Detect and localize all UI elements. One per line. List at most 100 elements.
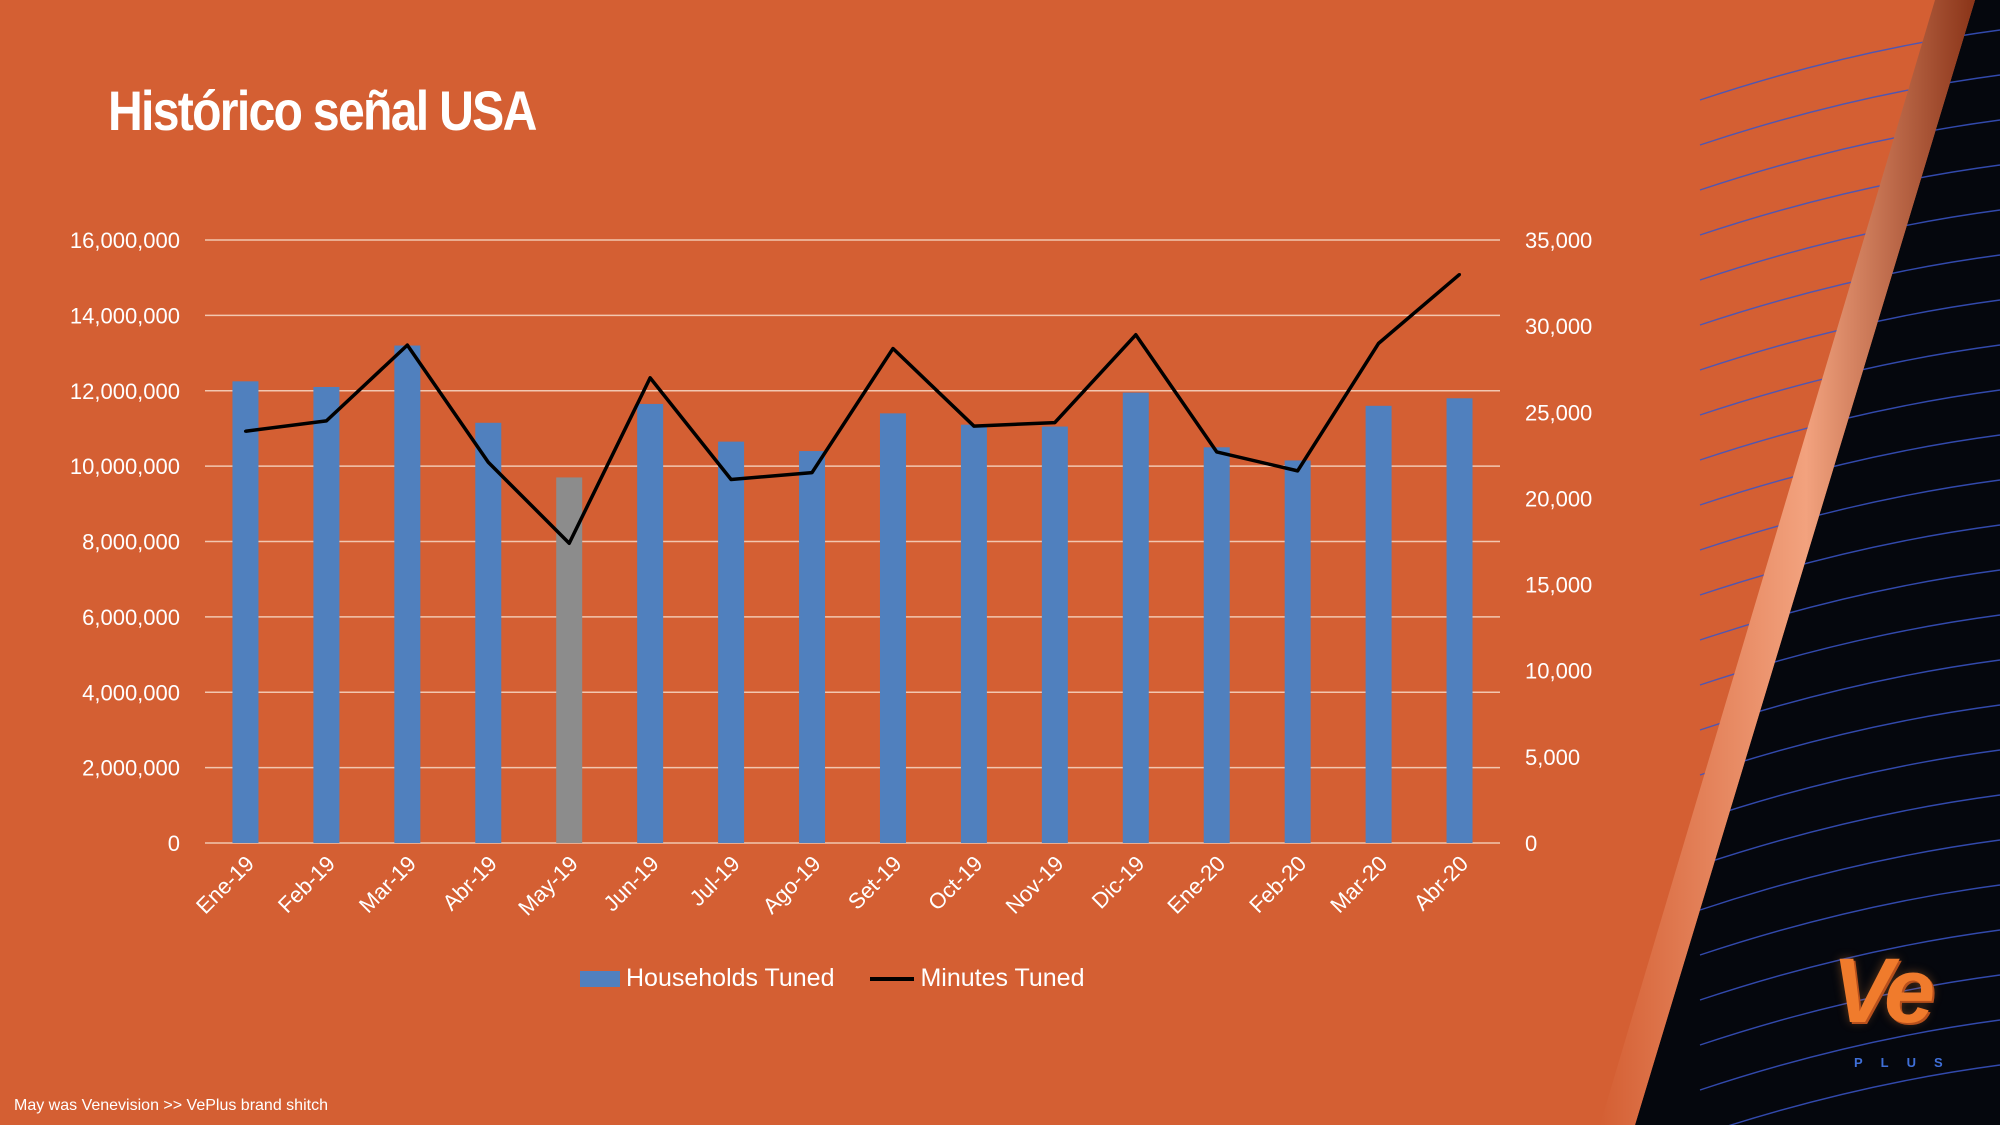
line-point-ago-19 <box>810 471 814 475</box>
right-tick-label: 20,000 <box>1525 486 1592 511</box>
bar-jun-19 <box>637 403 664 843</box>
line-point-may-19 <box>567 541 571 545</box>
category-label: Ene-20 <box>1162 851 1230 919</box>
right-axis: 0 5,000 10,000 15,000 20,000 25,000 30,000 35,0… <box>1525 228 1592 856</box>
bar-set-19 <box>879 413 906 843</box>
panel-curve <box>1699 74 2000 146</box>
line-point-mar-19 <box>405 343 409 347</box>
line-point-abr-19 <box>486 460 490 464</box>
legend-item-minutes: Minutes Tuned <box>870 964 1084 993</box>
category-label: Feb-20 <box>1244 851 1311 918</box>
legend-label-households: Households Tuned <box>626 964 835 992</box>
right-tick-label: 10,000 <box>1525 659 1592 684</box>
left-tick-label: 16,000,000 <box>70 228 180 253</box>
bar-ago-19 <box>799 451 826 843</box>
panel-curve <box>1699 884 2000 956</box>
legend-item-households: Households Tuned <box>580 964 834 993</box>
bar-mar-20 <box>1365 405 1392 843</box>
category-axis: Ene-19 Feb-19 Mar-19 Abr-19 May-19 Jun-19 Jul-… <box>191 851 1473 921</box>
panel-curve <box>1699 974 2000 1046</box>
line-point-jun-19 <box>648 376 652 380</box>
category-label: Abr-19 <box>437 851 501 915</box>
bar-dic-19 <box>1122 392 1149 843</box>
line-point-jul-19 <box>729 477 733 481</box>
category-label: Ago-19 <box>758 851 826 919</box>
left-axis: 0 2,000,000 4,000,000 6,000,000 8,000,000 10,… <box>70 228 180 856</box>
bar-oct-19 <box>960 424 987 843</box>
right-tick-label: 0 <box>1525 831 1537 856</box>
legend-swatch-line <box>870 976 915 981</box>
minutes-tuned-line <box>245 273 1461 545</box>
dark-panel <box>1635 0 2000 1125</box>
panel-curve <box>1699 929 2000 1001</box>
bars-households-tuned <box>232 345 1473 843</box>
right-tick-label: 15,000 <box>1525 573 1592 598</box>
page-curl-edge <box>1600 0 1975 1125</box>
dark-panel-curves <box>1699 29 2000 1125</box>
category-label: Jun-19 <box>598 851 663 916</box>
category-label: Ene-19 <box>191 851 259 919</box>
panel-curve <box>1699 479 2000 551</box>
chart-legend: Households Tuned Minutes Tuned <box>580 964 1120 993</box>
right-tick-label: 5,000 <box>1525 745 1580 770</box>
panel-curve <box>1728 1064 2000 1125</box>
category-label: Feb-19 <box>273 851 340 918</box>
legend-swatch-bar <box>580 970 620 987</box>
panel-curve <box>1699 434 2000 506</box>
bar-ene-20 <box>1203 447 1230 843</box>
panel-curve <box>1699 749 2000 821</box>
right-tick-label: 25,000 <box>1525 400 1592 425</box>
panel-curve <box>1699 1019 2000 1091</box>
category-label: Oct-19 <box>923 851 987 915</box>
line-point-mar-20 <box>1377 341 1381 345</box>
left-tick-label: 2,000,000 <box>82 756 180 781</box>
bar-abr-20 <box>1446 398 1473 843</box>
left-tick-label: 8,000,000 <box>82 530 180 555</box>
panel-curve <box>1699 119 2000 191</box>
bar-nov-19 <box>1041 426 1068 843</box>
line-point-ene-19 <box>243 429 247 433</box>
panel-curve <box>1699 389 2000 461</box>
line-point-feb-19 <box>324 419 328 423</box>
bar-mar-19 <box>394 345 421 843</box>
line-point-ene-20 <box>1215 450 1219 454</box>
category-label: Mar-20 <box>1325 851 1392 918</box>
bar-may-19 <box>556 477 583 843</box>
slide-title: Histórico señal USA <box>108 79 537 142</box>
panel-curve <box>1699 164 2000 236</box>
line-point-abr-20 <box>1458 272 1462 276</box>
footnote: May was Venevision >> VePlus brand shitc… <box>14 1097 328 1114</box>
panel-curve <box>1699 839 2000 911</box>
panel-curve <box>1699 209 2000 281</box>
category-label: Abr-20 <box>1409 851 1473 915</box>
line-point-dic-19 <box>1134 333 1138 337</box>
bar-jul-19 <box>718 441 745 843</box>
category-label: Nov-19 <box>1001 851 1069 919</box>
left-tick-label: 0 <box>168 831 180 856</box>
category-label: Jul-19 <box>685 851 745 911</box>
category-label: Set-19 <box>843 851 907 915</box>
left-tick-label: 12,000,000 <box>70 379 180 404</box>
line-point-nov-19 <box>1053 421 1057 425</box>
bar-abr-19 <box>475 422 502 843</box>
panel-curve <box>1699 569 2000 641</box>
panel-curve <box>1699 794 2000 866</box>
left-tick-label: 6,000,000 <box>82 605 180 630</box>
bar-feb-19 <box>313 386 340 843</box>
right-tick-label: 30,000 <box>1525 314 1592 339</box>
logo-wordmark: Ve <box>1832 940 1935 1042</box>
veplus-logo: Ve PLUS <box>1832 945 1972 1075</box>
panel-curve <box>1699 254 2000 326</box>
line-point-set-19 <box>891 347 895 351</box>
line-minutes-tuned <box>243 272 1462 545</box>
left-tick-label: 14,000,000 <box>70 303 180 328</box>
category-label: Mar-19 <box>354 851 421 918</box>
category-label: May-19 <box>513 851 583 921</box>
logo-subtext: PLUS <box>1854 1055 1961 1070</box>
line-point-feb-20 <box>1296 469 1300 473</box>
bar-ene-19 <box>232 381 259 843</box>
gridlines <box>205 239 1500 844</box>
